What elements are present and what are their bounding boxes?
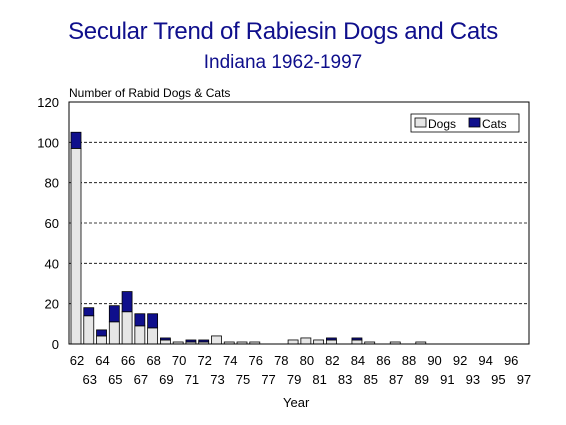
bar-cats-71 bbox=[185, 339, 197, 343]
x-tick-label: 96 bbox=[504, 353, 518, 368]
bar-dogs-68 bbox=[147, 327, 159, 345]
chart-title: Secular Trend of Rabiesin Dogs and Cats bbox=[68, 18, 498, 45]
y-tick-label: 80 bbox=[45, 176, 59, 191]
x-tick-label: 73 bbox=[210, 372, 224, 387]
x-tick-label: 97 bbox=[517, 372, 531, 387]
legend-box bbox=[410, 113, 520, 133]
x-tick-label: 91 bbox=[440, 372, 454, 387]
bar-dogs-73 bbox=[211, 335, 222, 345]
bar-cats-84 bbox=[351, 337, 363, 341]
bar-cats-62 bbox=[70, 131, 82, 149]
bar-dogs-80 bbox=[300, 337, 312, 345]
x-tick-label: 70 bbox=[172, 353, 186, 368]
x-tick-label: 77 bbox=[261, 372, 275, 387]
y-tick-label: 120 bbox=[37, 95, 59, 110]
x-tick-label: 84 bbox=[351, 353, 365, 368]
plot-frame bbox=[68, 101, 530, 345]
x-tick-label: 63 bbox=[83, 372, 97, 387]
x-tick-label: 95 bbox=[491, 372, 505, 387]
legend: Dogs Cats bbox=[410, 113, 520, 133]
bar-cats-67 bbox=[134, 313, 146, 327]
bar-dogs-66 bbox=[121, 311, 133, 345]
bar-cats-64 bbox=[96, 329, 107, 337]
legend-swatch-cats bbox=[468, 117, 481, 128]
x-tick-label: 75 bbox=[236, 372, 250, 387]
x-tick-label: 86 bbox=[376, 353, 390, 368]
x-tick-label: 94 bbox=[478, 353, 492, 368]
x-axis-label: Year bbox=[283, 395, 310, 410]
legend-label-dogs: Dogs bbox=[428, 117, 456, 131]
grid-lines bbox=[69, 141, 529, 305]
bar-dogs-79 bbox=[287, 339, 299, 345]
legend-swatch-dogs bbox=[414, 117, 427, 128]
bar-dogs-84 bbox=[351, 339, 363, 345]
y-tick-label: 20 bbox=[45, 297, 59, 312]
bar-cats-66 bbox=[121, 291, 133, 313]
y-tick-label: 100 bbox=[37, 135, 59, 150]
x-tick-label: 90 bbox=[427, 353, 441, 368]
x-tick-label: 74 bbox=[223, 353, 237, 368]
x-tick-label: 83 bbox=[338, 372, 352, 387]
x-tick-label: 67 bbox=[134, 372, 148, 387]
bar-dogs-69 bbox=[159, 339, 171, 345]
x-tick-label: 88 bbox=[402, 353, 416, 368]
x-tick-label: 81 bbox=[312, 372, 326, 387]
x-tick-label: 79 bbox=[287, 372, 301, 387]
bar-dogs-65 bbox=[108, 321, 120, 345]
legend-label-cats: Cats bbox=[482, 117, 507, 131]
bar-dogs-81 bbox=[313, 339, 325, 345]
x-tick-label: 89 bbox=[415, 372, 429, 387]
x-tick-label: 85 bbox=[363, 372, 377, 387]
x-tick-label: 65 bbox=[108, 372, 122, 387]
x-tick-label: 82 bbox=[325, 353, 339, 368]
x-tick-label: 66 bbox=[121, 353, 135, 368]
x-tick-label: 69 bbox=[159, 372, 173, 387]
y-axis-label: Number of Rabid Dogs & Cats bbox=[69, 86, 231, 100]
chart-subtitle: Indiana 1962-1997 bbox=[203, 52, 363, 73]
bar-dogs-62 bbox=[70, 147, 82, 345]
bar-cats-65 bbox=[108, 305, 120, 323]
bar-cats-69 bbox=[159, 337, 171, 341]
x-tick-label: 76 bbox=[249, 353, 263, 368]
x-tick-label: 64 bbox=[95, 353, 109, 368]
bar-dogs-63 bbox=[83, 315, 95, 345]
y-tick-label: 60 bbox=[45, 216, 59, 231]
bar-cats-82 bbox=[325, 337, 337, 341]
bar-cats-72 bbox=[198, 339, 210, 343]
bars bbox=[70, 131, 427, 345]
bar-dogs-67 bbox=[134, 325, 146, 345]
axes: 0 20 40 60 80 100 120 62 63 64 65 66 67 68 69 70 71 72 73 7… bbox=[37, 95, 531, 387]
x-tick-label: 71 bbox=[185, 372, 199, 387]
y-tick-label: 0 bbox=[52, 337, 59, 352]
x-tick-label: 92 bbox=[453, 353, 467, 368]
bar-cats-68 bbox=[147, 313, 159, 329]
x-tick-label: 93 bbox=[466, 372, 480, 387]
x-tick-label: 87 bbox=[389, 372, 403, 387]
x-tick-label: 78 bbox=[274, 353, 288, 368]
bar-cats-63 bbox=[83, 307, 95, 317]
y-tick-label: 40 bbox=[45, 256, 59, 271]
bar-dogs-64 bbox=[96, 335, 107, 345]
x-tick-label: 68 bbox=[146, 353, 160, 368]
bar-dogs-82 bbox=[325, 339, 337, 345]
x-tick-label: 62 bbox=[70, 353, 84, 368]
x-tick-label: 80 bbox=[300, 353, 314, 368]
x-tick-label: 72 bbox=[197, 353, 211, 368]
